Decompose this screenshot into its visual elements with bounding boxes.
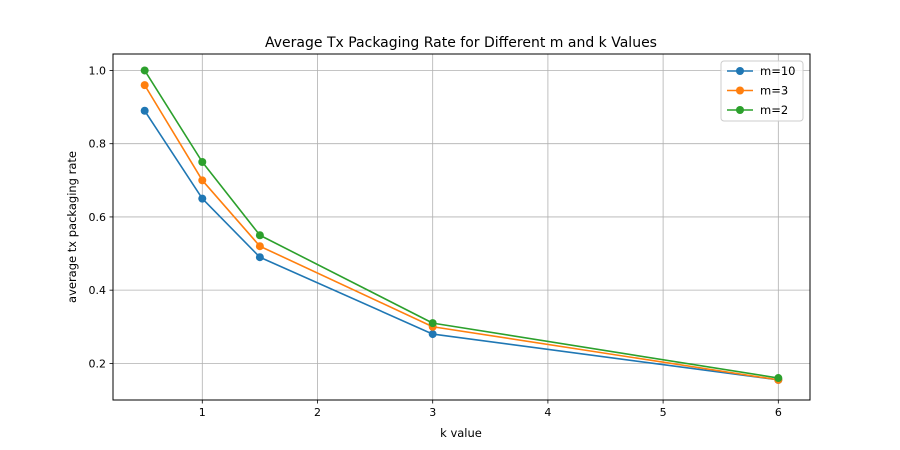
data-point — [198, 158, 207, 167]
series-m-2 — [140, 66, 783, 383]
x-axis-label: k value — [440, 426, 482, 440]
x-axis-tick-labels: 1 2 3 4 5 6 — [199, 406, 782, 419]
legend-entry: m=2 — [727, 103, 788, 117]
x-tick-label: 1 — [199, 406, 206, 419]
legend-marker — [736, 86, 744, 95]
data-point — [774, 374, 783, 383]
data-point — [198, 176, 207, 185]
y-tick-label: 1.0 — [89, 64, 107, 77]
y-tick-label: 0.2 — [89, 357, 107, 370]
series-line — [144, 110, 779, 381]
x-tick-label: 4 — [544, 406, 551, 419]
legend-label: m=10 — [760, 64, 795, 78]
legend-marker — [736, 106, 744, 114]
data-point — [255, 231, 264, 240]
data-series — [140, 66, 783, 384]
plot-area-frame — [112, 53, 811, 401]
legend-marker — [736, 67, 744, 75]
axis-ticks — [109, 70, 779, 404]
legend-label: m=3 — [760, 84, 788, 98]
data-point — [428, 330, 437, 339]
x-tick-label: 5 — [660, 406, 667, 419]
y-tick-label: 0.4 — [89, 284, 107, 297]
data-point — [140, 106, 149, 115]
legend-label: m=2 — [760, 103, 788, 117]
y-axis-tick-labels: 0.2 0.4 0.6 0.8 1.0 — [89, 64, 107, 370]
series-m-10 — [140, 106, 783, 384]
y-tick-label: 0.8 — [89, 138, 107, 151]
y-tick-label: 0.6 — [89, 211, 107, 224]
grid-lines — [113, 54, 810, 400]
series-line — [143, 84, 779, 381]
data-point — [198, 194, 207, 203]
data-point — [140, 66, 149, 75]
chart-title: Average Tx Packaging Rate for Different … — [265, 35, 657, 51]
y-axis-label: average tx packaging rate — [65, 151, 79, 303]
legend-entries: m=10 m=3 m=2 — [727, 64, 795, 117]
x-tick-label: 6 — [775, 406, 782, 419]
data-point — [255, 242, 264, 251]
legend-box — [720, 60, 804, 122]
legend: m=10 m=3 m=2 — [720, 60, 804, 122]
data-point — [255, 253, 264, 262]
data-point — [428, 319, 437, 328]
data-point — [140, 81, 149, 90]
x-tick-label: 2 — [314, 406, 321, 419]
legend-entry: m=10 — [727, 64, 795, 78]
legend-entry: m=3 — [727, 84, 788, 98]
x-tick-label: 3 — [429, 406, 436, 419]
